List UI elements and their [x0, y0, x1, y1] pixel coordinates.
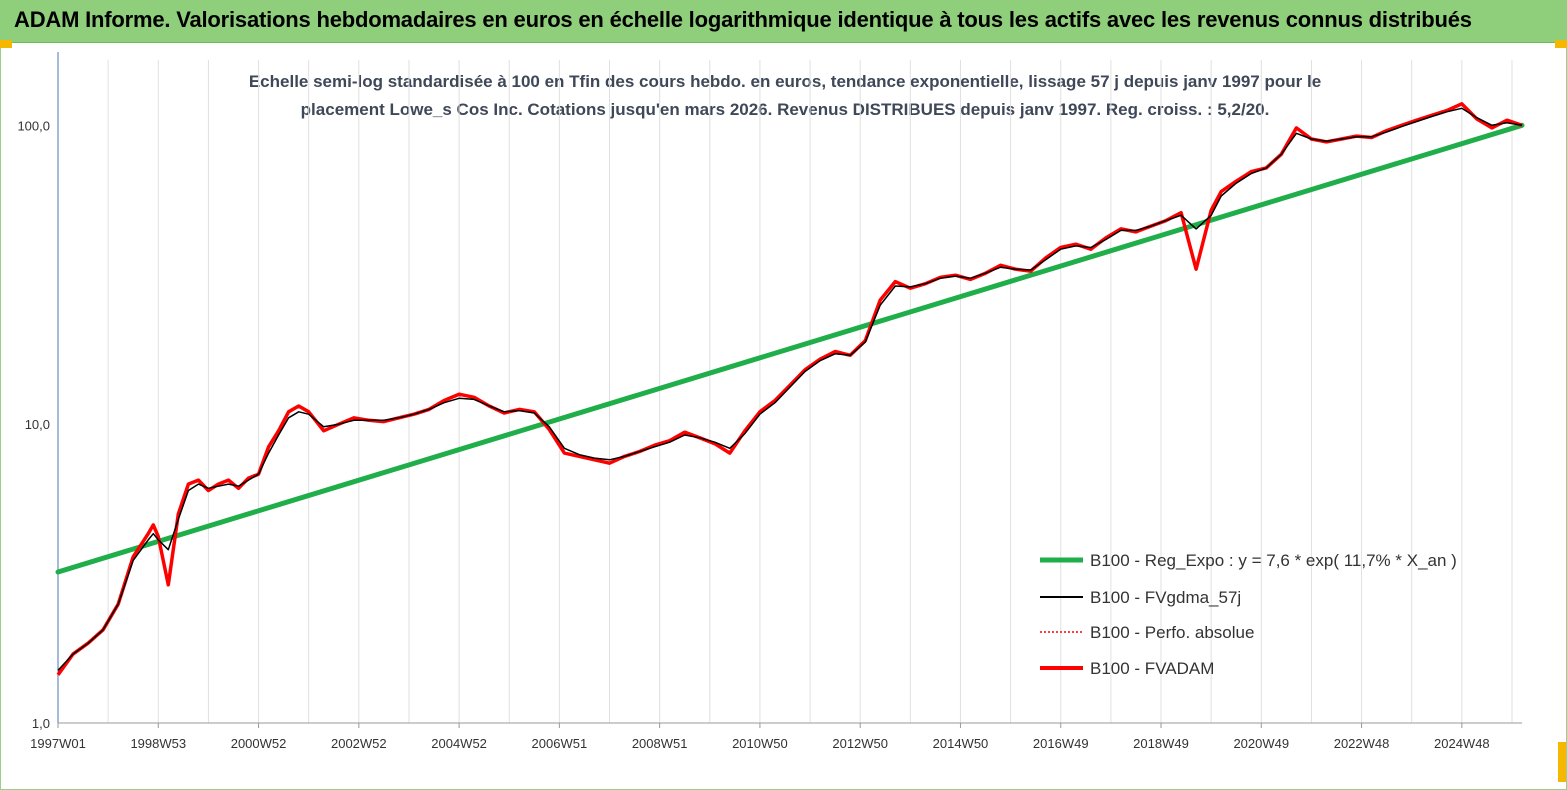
x-tick-label: 2006W51: [532, 736, 588, 751]
legend-label: B100 - Perfo. absolue: [1090, 623, 1254, 642]
x-tick-label: 2008W51: [632, 736, 688, 751]
x-tick-label: 2020W49: [1233, 736, 1289, 751]
page-title: ADAM Informe. Valorisations hebdomadaire…: [14, 7, 1472, 32]
x-tick-label: 2016W49: [1033, 736, 1089, 751]
series-line-fvgdma: [57, 107, 1523, 671]
chart-title-line-2: placement Lowe_s Cos Inc. Cotations jusq…: [300, 100, 1270, 119]
x-tick-label: 2000W52: [231, 736, 287, 751]
corner-mark-top-left: [0, 40, 12, 48]
x-tick-label: 1997W01: [30, 736, 86, 751]
chart-title-line-1: Echelle semi-log standardisée à 100 en T…: [248, 72, 1322, 91]
y-tick-label: 1,0: [32, 716, 50, 731]
x-tick-label: 2018W49: [1133, 736, 1189, 751]
series-line-fvadam: [56, 102, 1523, 676]
x-tick-label: 2022W48: [1334, 736, 1390, 751]
y-tick-label: 10,0: [25, 417, 50, 432]
chart-title: Echelle semi-log standardisée à 100 en T…: [140, 68, 1430, 124]
x-tick-label: 2014W50: [933, 736, 989, 751]
legend-label: B100 - FVADAM: [1090, 659, 1214, 678]
x-tick-label: 2002W52: [331, 736, 387, 751]
corner-mark-bottom-right: [1558, 742, 1566, 782]
y-tick-label: 100,0: [17, 118, 50, 133]
x-tick-label: 2004W52: [431, 736, 487, 751]
header-bar: ADAM Informe. Valorisations hebdomadaire…: [0, 0, 1567, 43]
x-tick-label: 2010W50: [732, 736, 788, 751]
series-line-reg-expo: [55, 122, 1525, 575]
x-tick-label: 1998W53: [130, 736, 186, 751]
corner-mark-top-right: [1555, 40, 1567, 48]
x-tick-label: 2012W50: [832, 736, 888, 751]
legend-label: B100 - FVgdma_57j: [1090, 588, 1241, 607]
legend-label: B100 - Reg_Expo : y = 7,6 * exp( 11,7% *…: [1090, 551, 1457, 570]
x-tick-label: 2024W48: [1434, 736, 1490, 751]
